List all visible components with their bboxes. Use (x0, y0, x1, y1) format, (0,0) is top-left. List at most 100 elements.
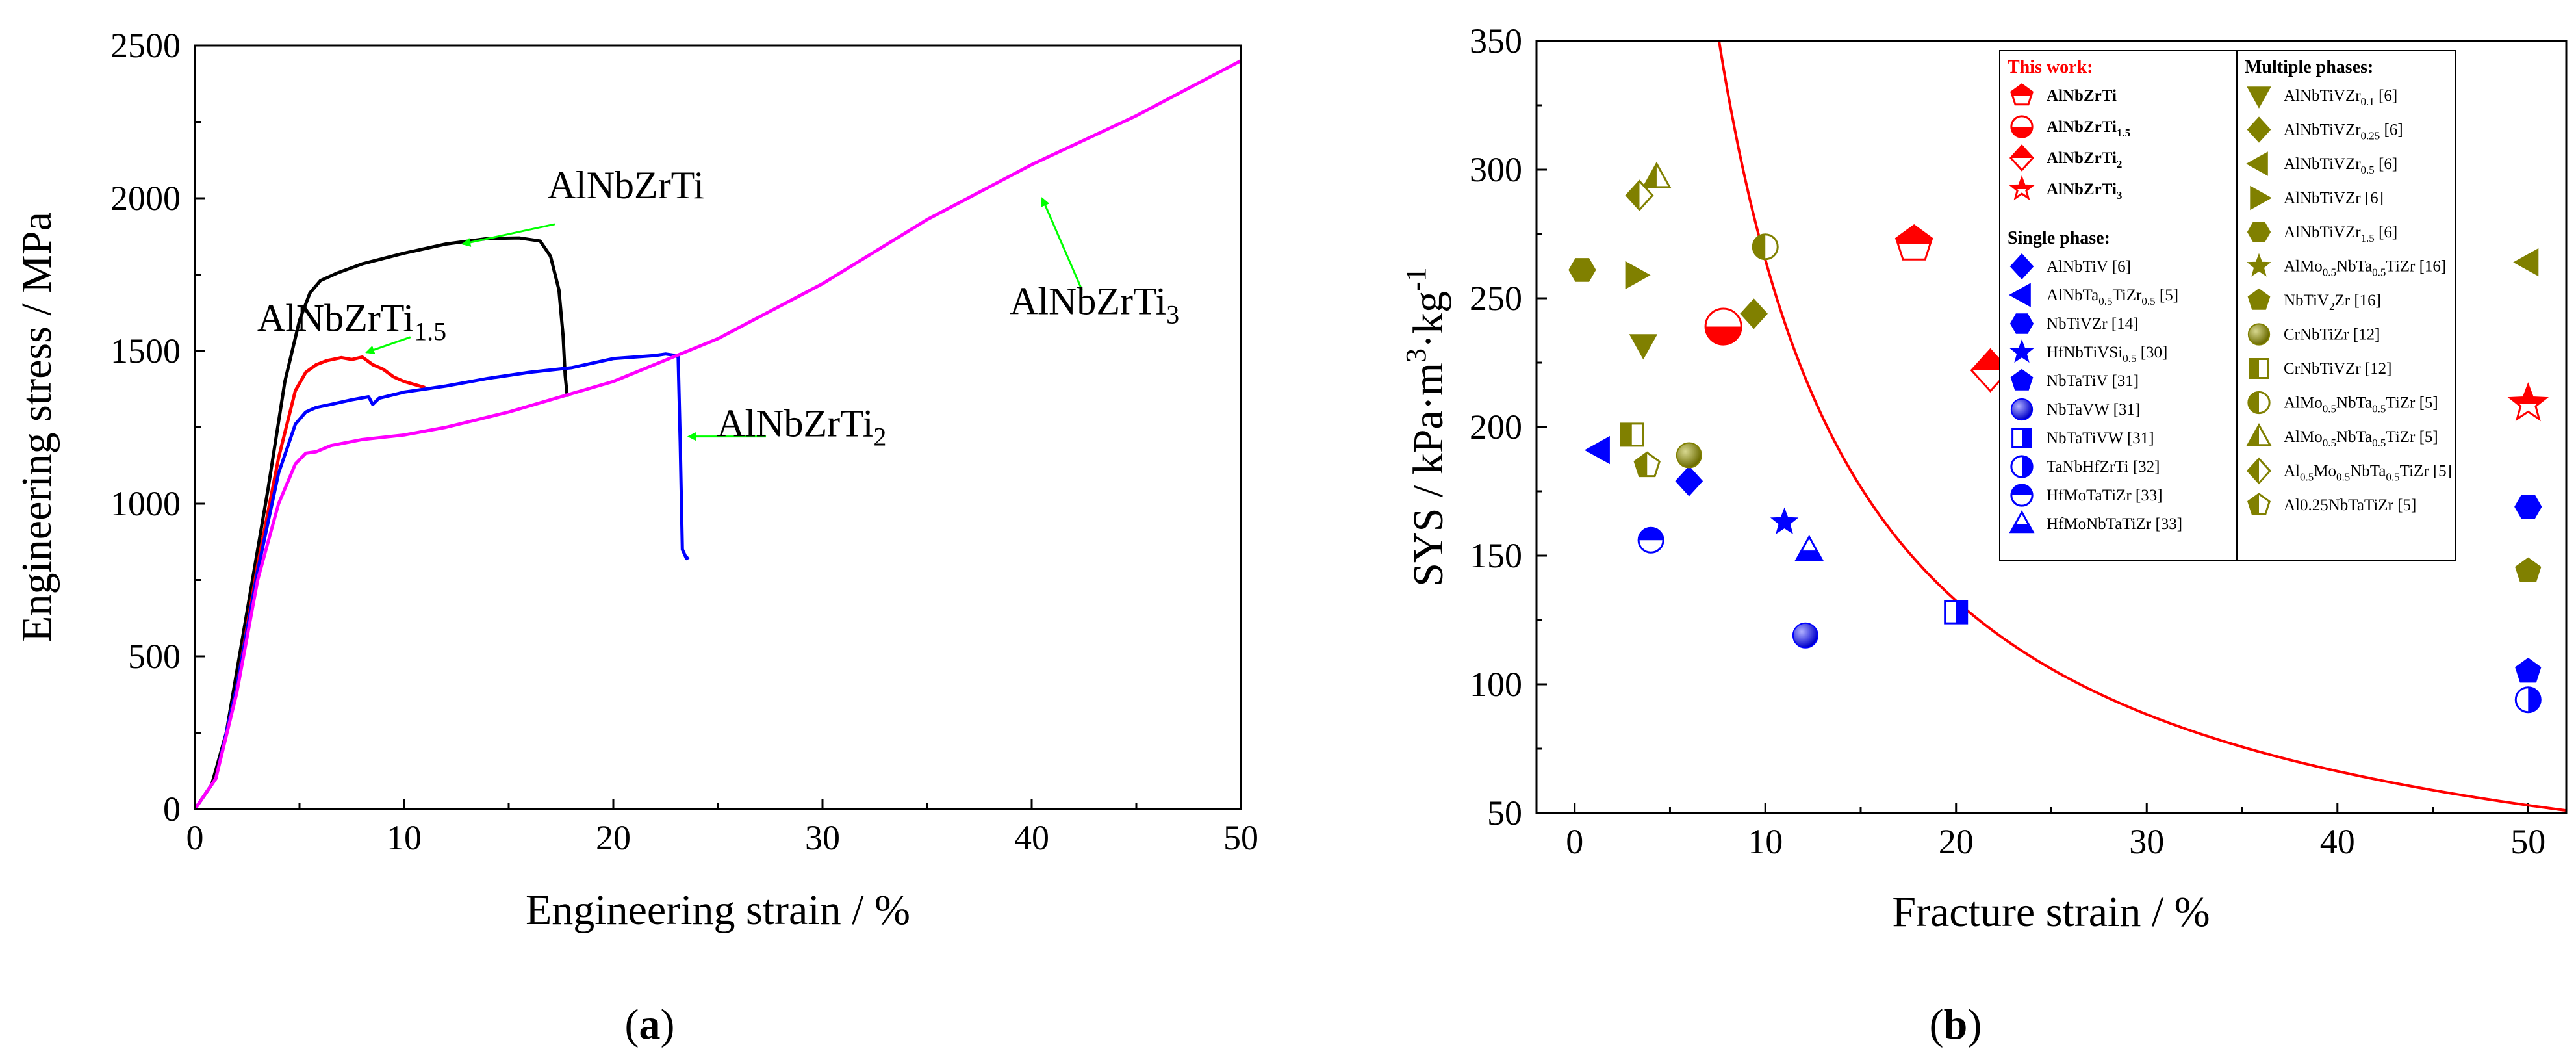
data-point-al0-25nbtatizr-5 (1633, 451, 1661, 478)
legend-marker-tanbhfzrti-32-outline (2010, 455, 2034, 478)
legend-marker-nbtiv2zr-16 (2247, 288, 2271, 310)
data-point-nbtivzr-14-shape (2514, 495, 2542, 519)
legend-marker-alnbzrti2 (2009, 144, 2035, 172)
data-point-hfmotatizr-33-outline (1637, 526, 1664, 554)
legend-entry-alnbta0-5tizr0-5-5: AlNbTa0.5TiZr0.5 [5] (2047, 287, 2178, 307)
data-point-almo0-5nbta0-5tizr-5-half-fill (1753, 234, 1766, 259)
data-point-tanbhfzrti-32-outline (2514, 686, 2542, 714)
data-point-alnbtivzr0-25-6 (1740, 298, 1768, 329)
legend-marker-hfmotatizr-33-half-fill (2011, 484, 2033, 496)
legend-marker-alnbtivzr0-5-6-shape (2246, 151, 2268, 176)
panel-b-y-tick-label: 300 (1470, 150, 1522, 189)
legend-entry-alnbtivzr0-5-6: AlNbTiVZr0.5 [6] (2284, 155, 2397, 176)
annotation-label-alnbzrti2: AlNbZrTi2 (717, 402, 886, 452)
data-point-alnbta0-5tizr0-5-5-shape (1584, 435, 1610, 465)
legend-marker-hfmonbtatizr-33 (2009, 510, 2035, 534)
legend-marker-alnbtivzr-6 (2250, 185, 2272, 211)
legend-single-phase-title: Single phase: (2008, 228, 2110, 248)
panel-a-letter: a (639, 1001, 661, 1048)
legend-marker-nbtavw-31 (2010, 398, 2034, 421)
legend-marker-almo0-5nbta0-5tizr-16 (2247, 253, 2271, 277)
legend-marker-nbtivzr-14 (2009, 313, 2034, 334)
data-point-alnbzrti1-5-half-fill (1705, 326, 1742, 345)
data-point-alnbtivzr0-1-6 (1629, 334, 1658, 360)
data-point-crnbtivzr-12-half-fill (1620, 423, 1632, 446)
data-point-tanbhfzrti-32 (2514, 686, 2542, 714)
data-point-nbtativ-31 (2515, 657, 2542, 683)
data-point-alnbtivzr-6-shape (1625, 261, 1651, 290)
data-point-alnbzrti3-half-fill (2510, 385, 2546, 404)
series-line-alnbzrti2 (193, 352, 690, 810)
data-point-crnbtivzr-12-outline (1620, 422, 1644, 447)
panel-b-x-tick-label: 30 (2129, 822, 2164, 861)
panel-b-x-tick-label: 0 (1566, 822, 1583, 861)
legend-marker-nbtativw-31 (2011, 428, 2032, 448)
panel-b-y-tick-label: 350 (1470, 21, 1522, 60)
legend-marker-alnbtivzr1-5-6-shape (2247, 222, 2271, 242)
legend-marker-tanbhfzrti-32-half-fill (2022, 456, 2033, 478)
data-point-alnbzrti-outline (1894, 224, 1933, 261)
legend-marker-nbtiv2zr-16-shape (2247, 288, 2271, 310)
panel-a-y-axis-title: Engineering stress / MPa (13, 212, 60, 642)
legend-entry-alnbtivzr-6: AlNbTiVZr [6] (2284, 190, 2384, 207)
panel-a-y-tick-label: 0 (163, 790, 181, 829)
legend-marker-alnbzrti-half-fill (2011, 84, 2033, 96)
legend-entry-al0-25nbtatizr-5: Al0.25NbTaTiZr [5] (2284, 497, 2416, 514)
data-point-alnbzrti1-5 (1704, 307, 1742, 346)
legend-marker-almo0-5nbta0-5tizr-5-outline (2247, 391, 2271, 415)
panel-b-trend-curve (1717, 41, 2566, 812)
data-point-hfmotatizr-33-half-fill (1639, 528, 1664, 541)
data-point-almo0-5nbta0-5tizr-5-outline (1642, 161, 1672, 188)
legend-marker-alnbtivzr1-5-6 (2247, 222, 2271, 242)
annotation-arrow-alnbzrti3 (1041, 197, 1083, 290)
legend-marker-almo0-5nbta0-5tizr-16-shape (2247, 253, 2271, 277)
legend-marker-hfmotatizr-33 (2010, 484, 2034, 507)
data-point-alnbzrti (1894, 224, 1933, 261)
legend-marker-alnbtivzr0-5-6 (2246, 151, 2268, 176)
legend-marker-almo0-5nbta0-5tizr-5 (2246, 423, 2272, 446)
legend-entry-alnbzrti1-5: AlNbZrTi1.5 (2047, 118, 2130, 139)
panel-a-label: (a) (625, 1001, 675, 1048)
data-point-nbtativw-31 (1944, 600, 1969, 625)
data-point-alnbtivzr0-5-6 (2513, 248, 2539, 277)
legend-marker-alnbtivzr0-25-6 (2247, 116, 2271, 143)
data-point-hfmotatizr-33 (1637, 526, 1664, 554)
legend-marker-al0-5mo0-5nbta0-5tizr-5-outline (2246, 457, 2272, 485)
annotation-arrow-alnbzrti1-5 (365, 336, 411, 355)
legend-box (1999, 50, 2456, 561)
data-point-almo0-5nbta0-5tizr-5 (1642, 161, 1672, 188)
data-point-almo0-5nbta0-5tizr-5 (1752, 233, 1779, 261)
data-point-crnbtizr-12 (1676, 442, 1702, 469)
legend-marker-alnbtivzr0-1-6-shape (2247, 86, 2271, 109)
panel-b-y-tick-label: 200 (1470, 407, 1522, 446)
panel-a-x-tick-label: 20 (596, 818, 631, 857)
legend-marker-nbtativ-31 (2010, 368, 2034, 391)
legend-entry-hfmotatizr-33: HfMoTaTiZr [33] (2047, 487, 2163, 504)
panel-b-frame (1535, 40, 2568, 814)
legend-entry-nbtavw-31: NbTaVW [31] (2047, 401, 2140, 419)
legend-marker-alnbzrti1-5-outline (2010, 115, 2034, 138)
data-point-hfnbtivsi0-5-30-shape (1770, 507, 1799, 535)
data-point-alnbzrti3 (2507, 382, 2549, 422)
panel-a-x-tick-label: 30 (805, 818, 840, 857)
data-point-al0-5mo0-5nbta0-5tizr-5-half-fill (1626, 181, 1640, 210)
legend-entry-nbtativw-31: NbTaTiVW [31] (2047, 430, 2154, 447)
legend-this-work-title: This work: (2008, 57, 2093, 77)
panel-b-x-axis-title: Fracture strain / % (1892, 888, 2210, 936)
legend-entry-almo0-5nbta0-5tizr-5: AlMo0.5NbTa0.5TiZr [5] (2284, 428, 2438, 449)
panel-b-y-tick-label: 250 (1470, 279, 1522, 318)
legend-marker-alnbtivzr0-25-6-shape (2247, 116, 2271, 143)
data-point-nbtavw-31-shape (1792, 622, 1818, 649)
legend-entry-alnbtivzr1-5-6: AlNbTiVZr1.5 [6] (2284, 224, 2397, 244)
data-point-alnbtivzr1-5-6 (1568, 258, 1596, 282)
legend-marker-alnbzrti (2010, 83, 2034, 106)
annotation-label-alnbzrti: AlNbZrTi (548, 164, 704, 207)
legend-marker-alnbzrti3 (2008, 175, 2035, 201)
panel-a-y-tick-label: 1500 (110, 331, 181, 370)
legend-marker-crnbtivzr-12-outline (2249, 358, 2269, 379)
data-point-alnbtivzr0-25-6-shape (1740, 298, 1768, 329)
legend-multiple-phases-title: Multiple phases: (2245, 57, 2373, 77)
legend-entry-nbtivzr-14: NbTiVZr [14] (2047, 315, 2138, 333)
data-point-nbtavw-31 (1792, 622, 1818, 649)
